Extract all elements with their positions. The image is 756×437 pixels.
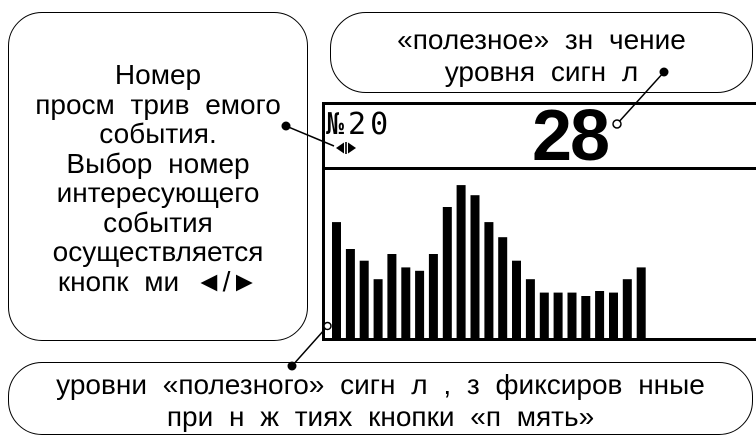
callout-event-number-text: Номер просм трив емого события. Выбор но… bbox=[8, 60, 308, 296]
callout-event-number bbox=[8, 12, 308, 341]
callout-useful-value bbox=[330, 12, 753, 93]
callout-useful-value-text: «полезное» зн чение уровня сигн л bbox=[330, 24, 753, 88]
callout-line: Выбор номер bbox=[66, 147, 250, 179]
signal-value: 28 bbox=[531, 96, 610, 176]
callout-line: события. bbox=[99, 118, 217, 149]
callout-line: Номер bbox=[114, 59, 202, 90]
callout-line: интересующего bbox=[56, 177, 260, 208]
callout-line: уровня сигн л bbox=[444, 56, 639, 87]
callout-line: при н ж тиях кнопки «п мять» bbox=[166, 401, 595, 432]
callout-line: просм трив емого bbox=[35, 88, 281, 120]
callout-line: «полезное» зн чение bbox=[397, 24, 686, 55]
callout-line: уровни «полезного» сигн л , з фиксиров н… bbox=[56, 369, 705, 400]
callout-line: кнопк ми ◄/► bbox=[57, 265, 259, 297]
callout-line: осуществляется bbox=[52, 236, 264, 267]
leader-line-stored-levels bbox=[291, 328, 326, 367]
callout-line: события bbox=[103, 206, 213, 238]
screen-divider bbox=[322, 167, 756, 170]
callout-stored-levels-text: уровни «полезного» сигн л , з фиксиров н… bbox=[8, 369, 753, 433]
event-number: №20 bbox=[326, 107, 393, 142]
callout-stored-levels bbox=[8, 362, 753, 435]
